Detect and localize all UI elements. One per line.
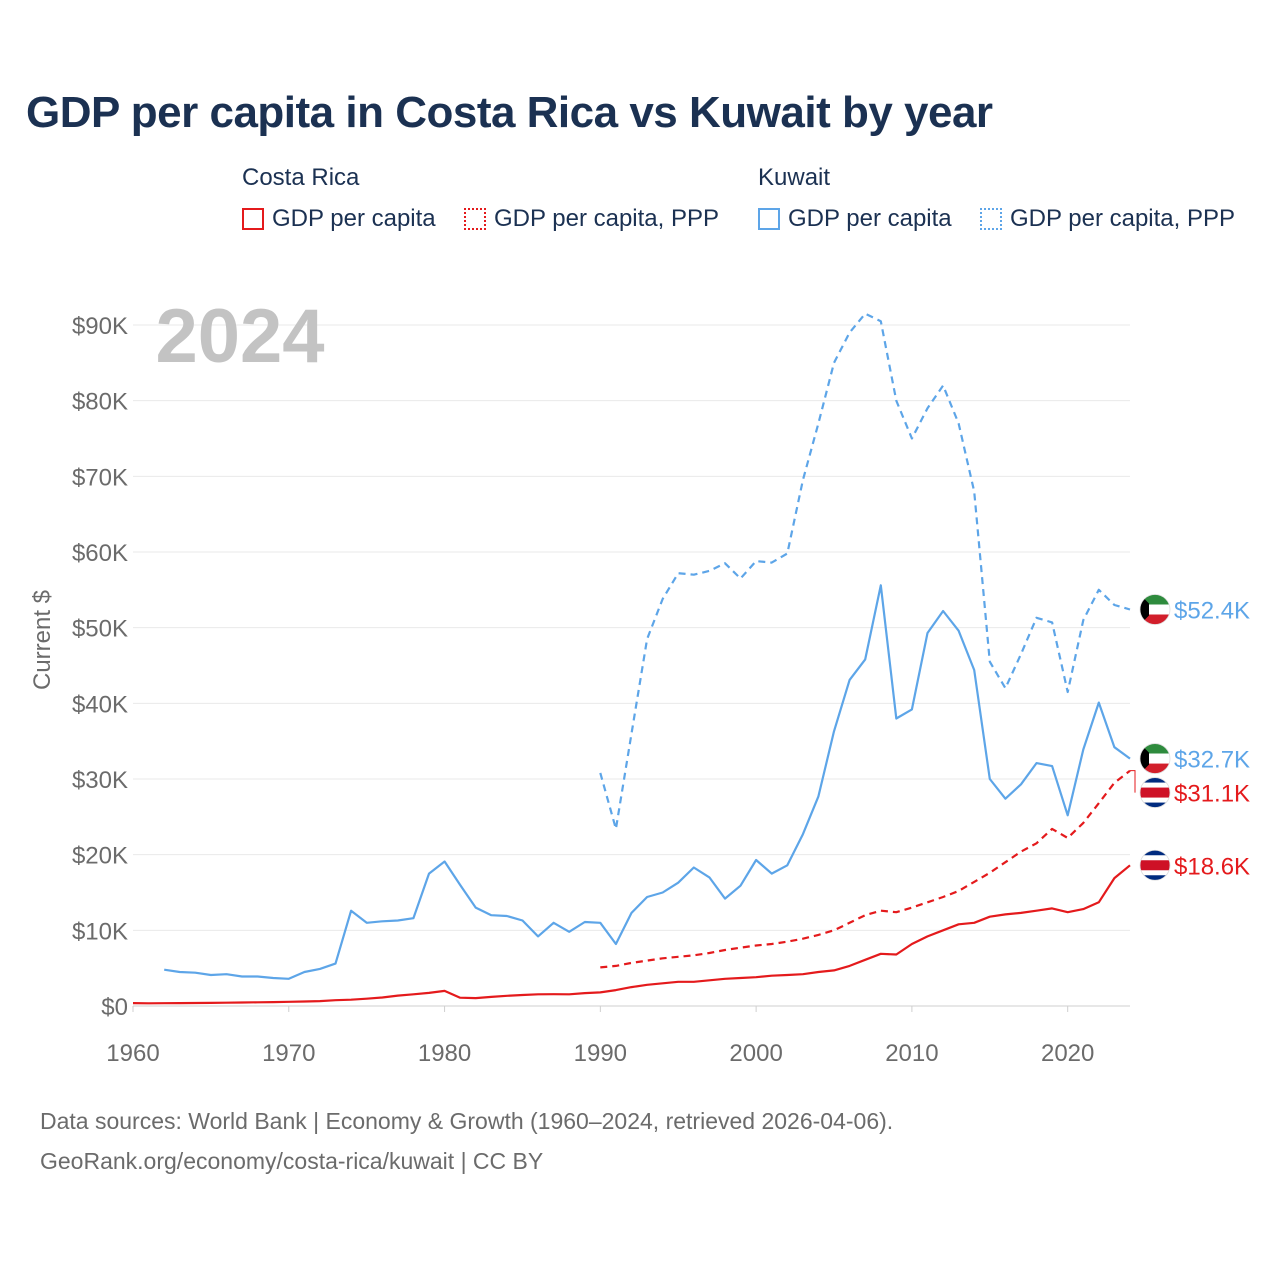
legend-swatch-solid-blue bbox=[758, 208, 780, 230]
gridlines bbox=[133, 324, 1130, 1007]
legend-item-kuwait-gdp[interactable]: GDP per capita bbox=[758, 204, 952, 234]
legend-label: GDP per capita, PPP bbox=[1010, 205, 1235, 232]
y-tick-label: $0 bbox=[101, 994, 128, 1021]
x-tick-label: 2000 bbox=[729, 1040, 782, 1067]
kuwait-flag-icon bbox=[1139, 743, 1171, 774]
legend-item-costa-rica-gdp[interactable]: GDP per capita bbox=[242, 204, 436, 234]
legend-label: GDP per capita, PPP bbox=[494, 205, 719, 232]
footer-sources: Data sources: World Bank | Economy & Gro… bbox=[40, 1108, 894, 1134]
costa-rica-flag-icon bbox=[1139, 777, 1171, 808]
kuwait-flag-icon bbox=[1139, 594, 1171, 625]
series-line-2 bbox=[600, 769, 1131, 969]
y-tick-label: $60K bbox=[72, 540, 128, 567]
costa-rica-flag-icon bbox=[1139, 849, 1171, 881]
y-tick-label: $40K bbox=[72, 691, 128, 718]
y-tick-label: $70K bbox=[72, 464, 128, 491]
legend-item-costa-rica-gdp-ppp[interactable]: GDP per capita, PPP bbox=[464, 204, 719, 234]
year-watermark: 2024 bbox=[155, 294, 324, 379]
x-tick-label: 2010 bbox=[885, 1040, 938, 1067]
legend-swatch-solid-red bbox=[242, 208, 264, 230]
axes: $0 $10K $20K $30K $40K $50K $60K $70K $80K $90K 19… bbox=[72, 313, 1094, 1067]
legend-item-kuwait-gdp-ppp[interactable]: GDP per capita, PPP bbox=[980, 204, 1235, 234]
end-value-label: $18.6K bbox=[1174, 853, 1250, 880]
legend-swatch-dotted-blue bbox=[980, 208, 1002, 230]
end-value-label: $52.4K bbox=[1174, 598, 1250, 625]
series-lines bbox=[132, 312, 1131, 1005]
x-tick-label: 2020 bbox=[1041, 1040, 1094, 1067]
legend-group-kuwait: Kuwait bbox=[758, 164, 831, 191]
y-tick-label: $30K bbox=[72, 767, 128, 794]
end-value-label: $31.1K bbox=[1174, 781, 1250, 808]
x-tick-label: 1980 bbox=[418, 1040, 471, 1067]
x-tick-label: 1970 bbox=[262, 1040, 315, 1067]
series-line-0 bbox=[599, 312, 1131, 831]
legend-swatch-dotted-red bbox=[464, 208, 486, 230]
end-labels: $52.4K $32.7K $31.1K $18.6K bbox=[1130, 594, 1250, 881]
series-line-3 bbox=[132, 864, 1131, 1005]
end-label-group-3: $18.6K bbox=[1139, 849, 1250, 881]
legend-label: GDP per capita bbox=[272, 205, 436, 232]
series-line-1 bbox=[164, 584, 1131, 980]
end-label-group-1: $32.7K bbox=[1139, 743, 1250, 774]
y-tick-label: $10K bbox=[72, 918, 128, 945]
x-tick-label: 1990 bbox=[574, 1040, 627, 1067]
end-label-group-2: $31.1K bbox=[1130, 770, 1250, 808]
legend-label: GDP per capita bbox=[788, 205, 952, 232]
y-tick-label: $50K bbox=[72, 616, 128, 643]
y-tick-label: $20K bbox=[72, 843, 128, 870]
x-tick-label: 1960 bbox=[106, 1040, 159, 1067]
end-value-label: $32.7K bbox=[1174, 747, 1250, 774]
y-tick-label: $90K bbox=[72, 313, 128, 340]
end-label-leader bbox=[1130, 770, 1136, 793]
legend-group-costa-rica: Costa Rica bbox=[242, 164, 360, 191]
y-axis-label: Current $ bbox=[29, 590, 56, 690]
y-tick-label: $80K bbox=[72, 389, 128, 416]
end-label-group-0: $52.4K bbox=[1139, 594, 1250, 625]
chart-title: GDP per capita in Costa Rica vs Kuwait b… bbox=[26, 88, 993, 137]
footer-attribution[interactable]: GeoRank.org/economy/costa-rica/kuwait | … bbox=[40, 1148, 544, 1174]
